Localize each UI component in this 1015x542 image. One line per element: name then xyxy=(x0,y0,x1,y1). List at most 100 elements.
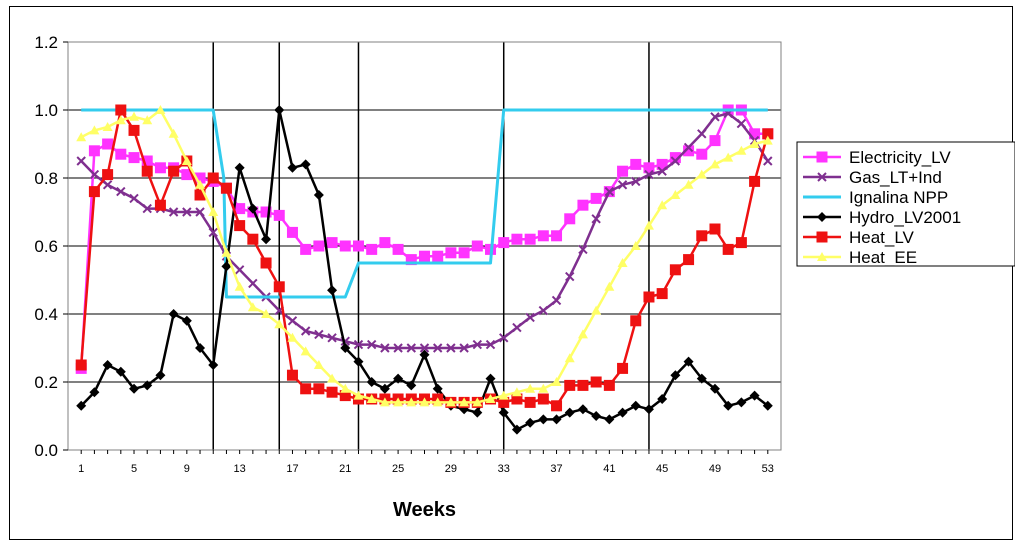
data-point xyxy=(313,240,325,252)
data-point xyxy=(273,209,285,221)
data-point xyxy=(736,145,747,155)
data-point xyxy=(498,237,510,249)
legend-item: Gas_LT+Ind xyxy=(803,168,942,187)
data-point xyxy=(340,343,351,353)
data-point xyxy=(207,172,219,184)
series-ignalina-npp xyxy=(81,108,768,299)
series-hydro-lv2001 xyxy=(76,105,773,435)
data-point xyxy=(366,394,377,403)
data-point xyxy=(590,192,602,204)
data-point xyxy=(273,281,285,293)
chart-frame xyxy=(9,6,1013,540)
data-point xyxy=(406,343,417,353)
data-point xyxy=(577,379,589,391)
data-point xyxy=(669,264,681,276)
data-point xyxy=(697,129,707,139)
data-point xyxy=(247,233,259,245)
data-point xyxy=(617,362,629,374)
data-point xyxy=(89,387,100,398)
data-point xyxy=(326,237,338,249)
data-point xyxy=(643,291,655,303)
data-point xyxy=(511,233,523,245)
data-point xyxy=(208,360,219,370)
data-point xyxy=(76,132,87,142)
data-point xyxy=(129,383,140,394)
data-point xyxy=(353,339,364,350)
data-point xyxy=(155,370,166,381)
data-point xyxy=(683,179,694,189)
legend-label: Heat_LV xyxy=(849,228,915,247)
data-point xyxy=(260,257,272,269)
data-point xyxy=(643,220,654,230)
data-point xyxy=(379,397,390,407)
data-point xyxy=(195,207,205,217)
data-point xyxy=(630,158,642,170)
data-point xyxy=(498,390,509,400)
data-point xyxy=(762,135,773,145)
data-point xyxy=(260,206,272,218)
data-point xyxy=(286,369,298,381)
data-point xyxy=(129,111,140,121)
x-tick-label: 21 xyxy=(339,463,351,475)
data-point xyxy=(657,200,668,210)
data-point xyxy=(234,220,246,232)
data-point xyxy=(300,326,311,336)
series-line-electricity-lv xyxy=(79,108,768,369)
data-point xyxy=(446,343,456,353)
data-point xyxy=(670,370,681,381)
data-point xyxy=(696,169,707,179)
legend-marker xyxy=(817,172,827,182)
data-point xyxy=(102,138,114,150)
data-point xyxy=(459,397,470,407)
data-point xyxy=(564,213,576,225)
data-point xyxy=(406,397,417,407)
data-point xyxy=(604,414,615,425)
data-point xyxy=(261,309,272,318)
data-point xyxy=(393,343,403,353)
data-point xyxy=(208,207,219,216)
data-point xyxy=(749,390,760,401)
data-point xyxy=(472,397,483,407)
data-point xyxy=(683,142,694,153)
legend-item: Heat_EE xyxy=(803,248,917,267)
data-point xyxy=(538,414,549,425)
legend-label: Electricity_LV xyxy=(849,148,951,167)
legend-item: Electricity_LV xyxy=(803,148,951,167)
data-point xyxy=(537,393,549,405)
data-point xyxy=(313,360,324,369)
data-point xyxy=(76,400,87,411)
data-point xyxy=(643,162,655,174)
data-point xyxy=(696,148,708,160)
data-point xyxy=(405,254,417,266)
data-point xyxy=(524,396,536,408)
data-point xyxy=(551,377,562,386)
data-point xyxy=(234,281,245,291)
x-tick-label: 17 xyxy=(286,463,298,475)
x-tick-label: 1 xyxy=(78,463,84,475)
data-point xyxy=(379,237,391,249)
data-point xyxy=(749,175,761,187)
data-point xyxy=(221,247,232,257)
data-point xyxy=(102,169,114,181)
data-point xyxy=(723,152,734,162)
data-point xyxy=(393,397,404,407)
data-point xyxy=(736,118,747,129)
legend-label: Hydro_LV2001 xyxy=(849,208,961,227)
data-point xyxy=(670,190,681,199)
data-point xyxy=(710,112,720,122)
data-point xyxy=(76,156,86,166)
data-point xyxy=(551,414,562,425)
data-point xyxy=(182,207,192,217)
data-point xyxy=(115,148,127,160)
data-point xyxy=(696,373,707,384)
data-point xyxy=(485,339,496,350)
data-point xyxy=(432,250,444,262)
data-point xyxy=(287,332,298,342)
data-point xyxy=(709,159,720,169)
data-point xyxy=(471,240,483,252)
data-point xyxy=(115,104,127,116)
data-point xyxy=(565,271,575,282)
series-line-ignalina-npp xyxy=(81,108,768,299)
data-point xyxy=(234,162,245,173)
